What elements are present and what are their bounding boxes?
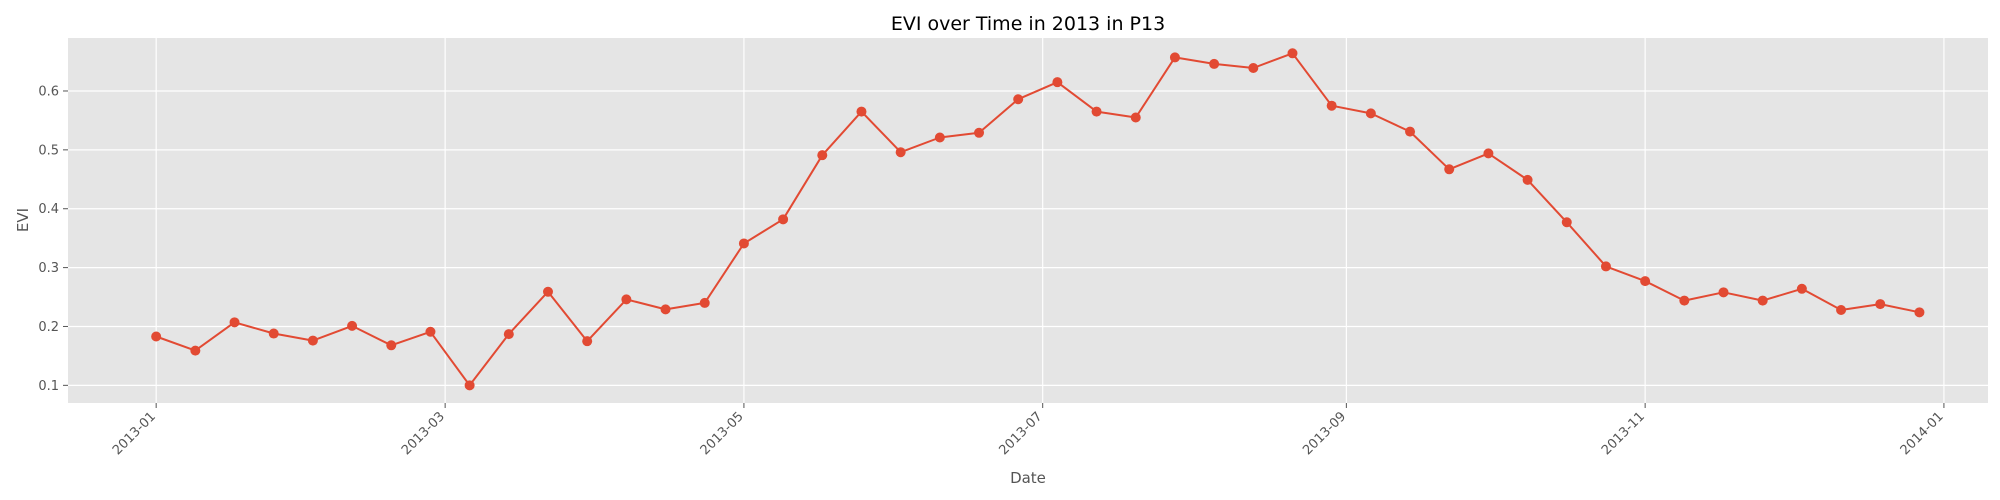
data-point — [229, 317, 240, 328]
data-point — [1640, 276, 1651, 287]
data-point — [1757, 295, 1768, 306]
data-point — [151, 331, 162, 342]
x-tick-label: 2013-11 — [1599, 409, 1648, 458]
x-tick-label: 2013-09 — [1300, 409, 1349, 458]
data-point — [425, 326, 436, 337]
data-point — [1796, 283, 1807, 294]
plot-background — [68, 38, 1988, 403]
x-axis-label: Date — [1010, 469, 1046, 487]
data-point — [1875, 299, 1886, 310]
data-point — [1405, 126, 1416, 137]
y-tick-label: 0.5 — [38, 143, 59, 158]
data-point — [347, 320, 358, 331]
data-point — [1600, 261, 1611, 272]
data-point — [738, 238, 749, 249]
data-point — [307, 335, 318, 346]
data-point — [543, 286, 553, 297]
data-point — [1287, 48, 1298, 59]
series-layer — [151, 48, 1925, 391]
y-tick-label: 0.6 — [38, 84, 59, 99]
data-point — [1444, 164, 1455, 175]
data-point — [1561, 217, 1572, 228]
data-point — [582, 336, 593, 347]
data-point — [1169, 52, 1180, 63]
y-tick-label: 0.4 — [38, 202, 59, 217]
data-point — [1483, 148, 1494, 159]
data-point — [386, 340, 397, 351]
data-point — [464, 380, 475, 391]
data-point — [1209, 58, 1220, 69]
data-point — [1836, 304, 1847, 315]
chart-title: EVI over Time in 2013 in P13 — [891, 13, 1165, 35]
data-point — [190, 345, 201, 356]
data-point — [1052, 77, 1063, 88]
x-tick-label: 2013-07 — [996, 409, 1045, 458]
data-point — [817, 150, 828, 161]
data-point — [268, 328, 279, 339]
data-point — [1914, 307, 1925, 318]
data-point — [621, 294, 632, 305]
data-point — [1679, 295, 1690, 306]
data-point — [1522, 174, 1533, 185]
grid-lines — [68, 38, 1988, 403]
x-tick-label: 2013-03 — [399, 409, 448, 458]
x-tick-label: 2014-01 — [1898, 409, 1947, 458]
y-tick-label: 0.3 — [38, 261, 59, 276]
y-tick-label: 0.1 — [38, 379, 59, 394]
data-point — [895, 147, 906, 158]
data-point — [856, 106, 867, 117]
data-point — [974, 127, 985, 138]
data-point — [934, 132, 945, 143]
y-axis-label: EVI — [14, 208, 32, 232]
y-tick-label: 0.2 — [38, 320, 59, 335]
data-point — [1013, 94, 1024, 105]
data-point — [1365, 108, 1376, 119]
data-point — [660, 304, 671, 315]
series-line — [155, 52, 1920, 387]
x-tick-label: 2013-05 — [698, 409, 747, 458]
data-point — [503, 329, 514, 340]
x-tick-label: 2013-01 — [110, 409, 159, 458]
data-point — [1718, 287, 1729, 298]
data-point — [699, 297, 710, 308]
data-point — [778, 214, 789, 225]
data-point — [1248, 63, 1259, 74]
data-point — [1091, 106, 1102, 117]
data-point — [1326, 100, 1337, 111]
data-point — [1130, 112, 1141, 123]
